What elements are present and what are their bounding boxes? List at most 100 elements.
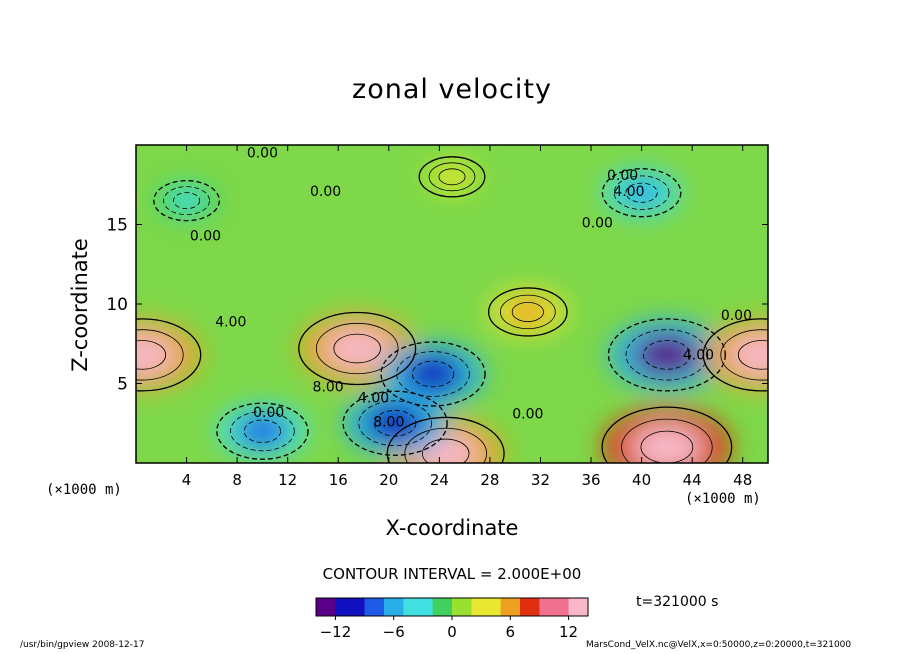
contour-line xyxy=(136,329,184,381)
contour-value-label: 0.00 xyxy=(512,406,543,422)
contour-line xyxy=(500,294,556,330)
contour-value-label: 0.00 xyxy=(721,308,752,324)
colorbar-swatch xyxy=(500,598,511,616)
contour-value-label: 0.00 xyxy=(582,216,613,232)
contour-line xyxy=(136,340,167,370)
field-feature-core xyxy=(325,328,390,369)
footer-right: MarsCond_VelX.nc@VelX,x=0:50000,z=0:2000… xyxy=(586,640,852,650)
contour-value-label: 0.00 xyxy=(607,168,638,184)
field-feature-core xyxy=(404,356,462,392)
contour-line xyxy=(702,318,768,392)
x-tick-label: 40 xyxy=(632,471,651,489)
contour-line xyxy=(411,360,455,388)
contour-value-label: 4.00 xyxy=(215,314,246,330)
contour-line xyxy=(404,427,487,463)
contour-value-label: 8.00 xyxy=(313,379,344,395)
contour-line xyxy=(386,416,505,463)
contour-line xyxy=(607,318,726,392)
x-tick-label: 36 xyxy=(581,471,600,489)
contour-line xyxy=(216,402,309,460)
colorbar-swatch xyxy=(364,598,375,616)
contour-line xyxy=(511,301,544,322)
colorbar-swatch xyxy=(520,598,531,616)
colorbar-tick-label: 0 xyxy=(447,623,457,641)
contour-line xyxy=(333,333,381,364)
colorbar-swatch xyxy=(461,598,472,616)
contour-line xyxy=(342,390,448,456)
contour-line xyxy=(601,168,682,218)
contour-line xyxy=(418,156,486,198)
x-tick-label: 20 xyxy=(379,471,398,489)
contour-line xyxy=(380,341,486,407)
time-label: t=321000 s xyxy=(636,594,719,610)
contour-line xyxy=(373,410,417,437)
x-tick-label: 48 xyxy=(733,471,752,489)
contour-line xyxy=(421,438,470,463)
contour-line xyxy=(315,322,399,375)
contour-line xyxy=(625,329,709,381)
colorbar-swatch xyxy=(374,598,385,616)
colorbar-tick-label: −12 xyxy=(320,623,352,641)
field-feature-core xyxy=(366,405,424,441)
contour-value-label: 4.00 xyxy=(358,391,389,407)
contour-line xyxy=(737,340,768,370)
x-tick-label: 16 xyxy=(329,471,348,489)
x-tick-label: 24 xyxy=(430,471,449,489)
colorbar-swatch xyxy=(452,598,463,616)
contour-line xyxy=(601,406,733,463)
contour-line xyxy=(640,430,694,463)
y-axis-label: Z-coordinate xyxy=(68,238,92,372)
colorbar-swatch xyxy=(471,598,482,616)
contour-value-label: 0.00 xyxy=(310,184,341,200)
contour-line xyxy=(173,192,201,210)
colorbar-swatch xyxy=(510,598,521,616)
colorbar-swatch xyxy=(529,598,540,616)
contour-value-label: 0.00 xyxy=(190,228,221,244)
colorbar-swatch xyxy=(325,598,336,616)
contour-value-label: 0.00 xyxy=(253,405,284,421)
y-tick-label: 10 xyxy=(106,295,128,315)
contour-line xyxy=(643,340,691,370)
field-feature-core xyxy=(631,425,703,463)
contour-line xyxy=(487,287,568,337)
velocity-field xyxy=(136,145,768,463)
colorbar-swatch xyxy=(539,598,550,616)
x-tick-label: 4 xyxy=(182,471,192,489)
chart-title: zonal velocity xyxy=(352,74,552,105)
contour-line xyxy=(613,175,670,210)
colorbar-swatch xyxy=(442,598,453,616)
x-tick-label: 44 xyxy=(683,471,702,489)
x-tick-label: 8 xyxy=(232,471,242,489)
colorbar-swatch xyxy=(413,598,424,616)
colorbar-swatch xyxy=(490,598,501,616)
footer-left: /usr/bin/gpview 2008-12-17 xyxy=(20,640,145,650)
contour-value-label: 8.00 xyxy=(373,414,404,430)
contour-line xyxy=(438,168,466,186)
contour-line xyxy=(163,186,210,216)
colorbar-swatch xyxy=(549,598,560,616)
contour-line xyxy=(243,419,282,443)
colorbar-swatch xyxy=(403,598,414,616)
colorbar-swatch xyxy=(432,598,443,616)
colorbar-swatch xyxy=(316,598,327,616)
x-axis-label: X-coordinate xyxy=(385,516,519,540)
contour-value-label: 4.00 xyxy=(613,184,644,200)
x-tick-label: 32 xyxy=(531,471,550,489)
colorbar-swatch xyxy=(393,598,404,616)
colorbar-swatch xyxy=(422,598,433,616)
contour-line xyxy=(230,411,295,452)
colorbar-swatch xyxy=(345,598,356,616)
contour-line xyxy=(720,329,768,381)
contour-interval-label: CONTOUR INTERVAL = 2.000E+00 xyxy=(322,565,582,583)
x-unit-label-right: (×1000 m) xyxy=(685,491,761,507)
field-feature-core xyxy=(136,335,175,375)
colorbar-swatch xyxy=(481,598,492,616)
contour-line xyxy=(621,418,713,463)
colorbar-swatch xyxy=(558,598,569,616)
colorbar-swatch xyxy=(578,598,589,616)
y-tick-label: 5 xyxy=(117,375,128,395)
x-tick-label: 28 xyxy=(480,471,499,489)
colorbar-swatch xyxy=(354,598,365,616)
colorbar-swatch xyxy=(568,598,579,616)
